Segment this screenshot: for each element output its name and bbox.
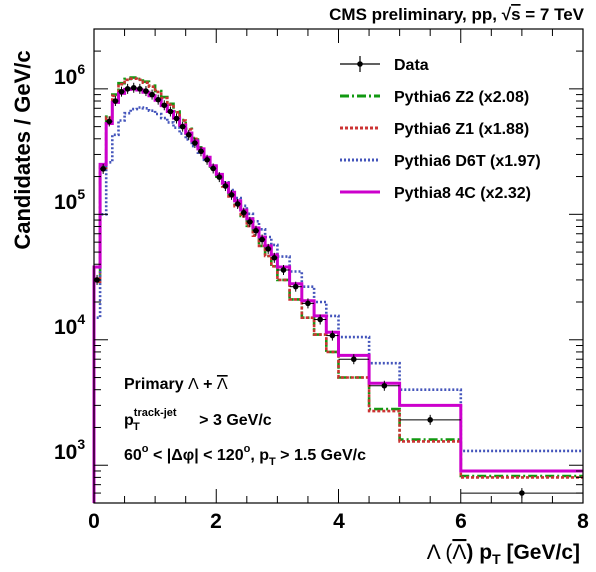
data-point [222,181,229,192]
title-prefix: CMS preliminary, pp, [329,5,502,24]
x-tick-label: 8 [577,510,589,533]
legend-label: Pythia6 D6T (x1.97) [394,153,541,170]
annotation-block: Primary Λ + Λ ptrack-jet T > 3 GeV/c 60o … [124,376,366,468]
data-point [167,106,174,117]
data-point [106,116,113,127]
legend-entry-z2: Pythia6 Z2 (x2.08) [340,89,529,106]
y-tick-label: 104 [54,311,85,339]
data-point [130,82,137,93]
series-line-2 [92,77,583,503]
x-tick-label: 4 [333,510,345,533]
x-tick-labels: 0 2 4 6 8 [88,510,589,533]
data-point [314,314,327,325]
legend-entry-d6t: Pythia6 D6T (x1.97) [340,153,541,170]
data-point [100,163,107,174]
x-tick-label: 0 [88,510,100,533]
x-tick-label: 2 [210,510,222,533]
x-label-lambda: Λ ( [427,541,453,564]
legend-label: Data [394,57,429,74]
x-label-sub: T [492,551,501,567]
data-point [118,86,125,97]
data-points-layer [94,82,583,499]
sqrt-arg: s [511,5,520,24]
data-point [234,198,241,209]
data-point [265,243,272,254]
data-point [142,86,150,97]
data-point [369,380,400,391]
title-suffix: = 7 TeV [521,5,585,24]
sqrt-symbol: √ [502,5,512,24]
legend-entry-z1: Pythia6 Z1 (x1.88) [340,121,529,138]
legend: Data Pythia6 Z2 (x2.08) Pythia6 Z1 (x1.8… [340,56,541,202]
data-point [246,216,253,227]
data-point [124,83,131,94]
y-axis-label: Candidates / GeV/c [10,50,35,249]
data-point [289,281,302,292]
data-point [399,414,461,425]
data-point [210,163,217,174]
data-point [197,146,205,157]
series-line-4 [92,87,583,503]
chart-title: CMS preliminary, pp, √s = 7 TeV [329,5,585,24]
legend-label: Pythia8 4C (x2.32) [394,185,531,202]
y-tick-label: 106 [54,61,85,89]
data-point [204,154,211,165]
data-point [173,113,180,124]
legend-label: Pythia6 Z1 (x1.88) [394,121,529,138]
annotation-track-jet: ptrack-jet T > 3 GeV/c [124,407,272,433]
annotation-primary: Primary Λ + Λ [124,376,228,393]
x-label-p: ) p [466,541,492,564]
histogram-layer [92,76,583,503]
data-point [271,252,278,263]
data-point [149,89,156,100]
data-point [338,354,370,365]
data-point [259,234,266,245]
data-point [240,207,247,218]
data-point [216,172,223,183]
x-axis-label: Λ (Λ) pT [GeV/c] [427,541,580,567]
data-point [112,96,119,107]
legend-entry-pythia8: Pythia8 4C (x2.32) [340,185,531,202]
data-point [252,225,260,236]
x-label-unit: [GeV/c] [501,541,580,564]
data-point [301,298,315,309]
data-point [326,330,339,341]
data-point [191,138,198,149]
data-point [228,189,235,200]
y-tick-labels: 103 104 105 106 [54,61,85,464]
series-line-1 [92,76,583,503]
y-tick-label: 103 [54,436,85,464]
data-point [185,129,192,140]
x-label-lambda-bar: Λ [452,541,466,564]
legend-entry-data: Data [340,56,429,74]
y-tick-label: 105 [54,186,85,214]
data-point [155,94,162,105]
data-point [136,83,143,94]
data-point [277,264,290,275]
annotation-dphi: 60o < |Δφ| < 120o, pT > 1.5 GeV/c [124,443,366,468]
plot-frame [93,28,584,504]
data-point [161,100,168,111]
x-tick-label: 6 [455,510,467,533]
legend-label: Pythia6 Z2 (x2.08) [394,89,529,106]
data-point [179,121,186,132]
